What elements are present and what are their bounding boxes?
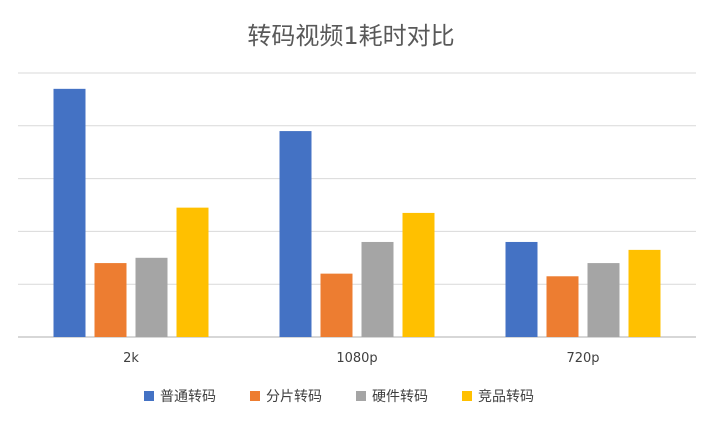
legend-label: 竞品转码: [478, 388, 534, 405]
bar-1080p-series-4: [402, 212, 435, 337]
legend-swatch: [462, 391, 472, 401]
legend-swatch: [144, 391, 154, 401]
legend-swatch: [250, 391, 260, 401]
bar-1080p-series-2: [320, 273, 353, 337]
bar-2k-series-3: [135, 257, 168, 337]
legend: 普通转码 分片转码 硬件转码 竞品转码: [144, 388, 534, 405]
legend-label: 硬件转码: [372, 389, 428, 405]
bar-720p-series-3: [587, 263, 620, 337]
chart-title: 转码视频1耗时对比: [247, 22, 454, 50]
bar-2k-series-2: [94, 263, 127, 337]
bar-1080p-series-1: [279, 131, 312, 337]
bar-720p-series-2: [546, 276, 579, 337]
gridlines: [18, 72, 696, 338]
bar-2k-series-1: [53, 88, 86, 337]
bar-720p-series-4: [628, 249, 661, 337]
bar-1080p-series-3: [361, 241, 394, 337]
legend-swatch: [356, 391, 366, 401]
x-tick-label: 1080p: [336, 351, 377, 366]
x-axis-tick-labels: 2k 1080p 720p: [123, 351, 599, 366]
x-tick-label: 2k: [123, 351, 139, 366]
legend-label: 分片转码: [266, 389, 322, 405]
bar-2k-series-4: [176, 207, 209, 337]
legend-label: 普通转码: [160, 389, 216, 405]
bars: [53, 88, 661, 337]
bar-720p-series-1: [505, 241, 538, 337]
x-tick-label: 720p: [566, 351, 599, 366]
